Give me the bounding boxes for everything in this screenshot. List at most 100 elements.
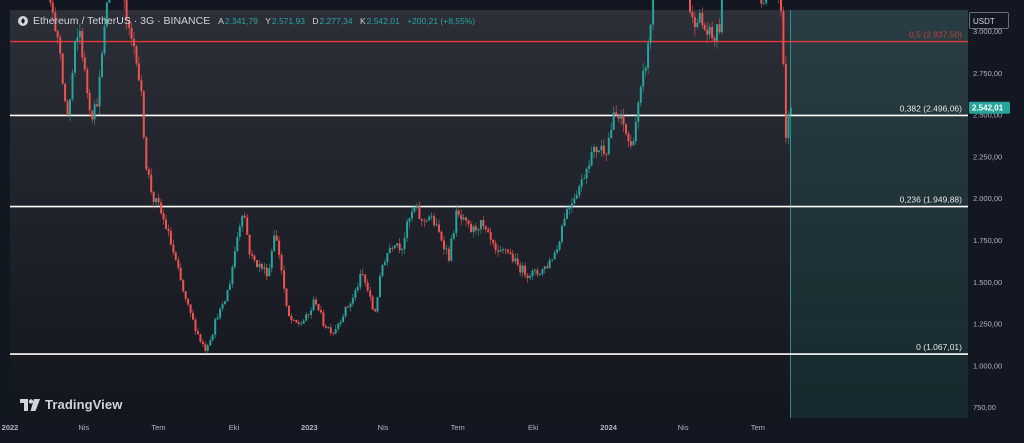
candle-body [706,29,709,35]
candle-body [177,259,180,268]
candle [415,202,418,210]
candle [647,38,650,74]
candle-body [297,322,300,324]
candle [538,272,541,276]
candle-body [216,317,219,320]
candle-body [361,273,364,275]
candle-body [305,314,308,321]
candle-body [585,168,588,179]
candle [342,313,345,323]
candle [566,205,568,220]
candle [184,290,187,302]
candle-body [602,145,605,154]
candle-body [288,305,290,316]
candle [150,168,153,195]
candle [140,74,143,97]
candle [123,0,126,10]
current-price-label: 2.542,01 [972,104,1004,113]
candle [386,252,389,267]
candle [553,250,556,260]
time-axis[interactable] [10,418,1014,443]
candle-body [566,209,568,219]
tradingview-logo-text: TradingView [45,397,123,412]
candle [465,216,468,226]
candle [364,274,367,287]
plot-area[interactable] [10,10,968,418]
projection-zone [790,10,968,418]
candle [514,253,517,265]
candle [125,0,128,30]
candle [447,246,450,263]
candle-body [644,68,647,71]
candle [317,303,320,312]
candle [607,132,610,156]
candle-body [423,220,426,222]
candle [438,219,440,234]
currency-selector[interactable]: USDT [969,12,1009,29]
candle [455,204,458,237]
candle [401,247,404,256]
candle-body [236,236,239,251]
time-tick-label: Tem [751,423,765,432]
candle-body [189,304,192,313]
candle-body [403,237,406,249]
candle [534,268,536,276]
candle [88,89,91,117]
candle-body [179,267,182,281]
candle [698,9,701,24]
time-tick-label: 2023 [301,423,318,432]
candle [305,311,308,322]
candle [580,174,583,192]
candle [371,294,374,311]
candle-body [689,0,691,13]
candle [472,224,475,238]
candle-body [711,26,714,38]
candle-body [280,254,283,271]
candle [157,193,160,206]
candlestick-series [49,0,792,354]
candle-body [516,258,519,265]
candle [396,243,399,248]
candle-body [103,26,106,54]
fib-level-label: 0,236 (1.949,88) [900,195,963,205]
candle-body [337,323,340,329]
candle [273,230,276,252]
candle [506,248,509,255]
candle [78,23,81,44]
candle [167,224,170,237]
candle [499,246,502,253]
candle-body [637,102,640,122]
change-value: +200,21 (+8,55%) [407,16,476,26]
candle [600,140,603,157]
candle [703,22,706,32]
candle-body [411,211,413,219]
candle [98,70,101,115]
candle-body [128,20,131,28]
tradingview-logo[interactable]: TradingView [20,397,122,412]
candle [536,267,539,278]
candle-body [452,233,455,239]
candle [546,262,549,270]
candle [428,214,431,222]
candle-body [66,101,69,115]
candle [383,259,386,266]
candle-body [593,146,595,153]
fib-level-label: 0,382 (2.496,06) [900,103,963,113]
candle-body [698,12,701,23]
candle [312,296,315,312]
candle-body [354,290,357,298]
high-label: Y [265,16,271,26]
candle [155,197,158,208]
symbol-header[interactable]: Ethereum / TetherUS · 3G · BINANCE A2.34… [18,14,480,28]
candle-body [433,216,436,226]
candle [320,306,322,315]
candle [612,106,615,131]
candle-body [494,243,497,251]
candle [435,218,438,227]
candle-body [597,150,600,152]
price-axis[interactable] [968,10,1014,418]
candle-body [137,63,140,81]
candle-body [142,91,145,138]
candle [398,238,401,254]
